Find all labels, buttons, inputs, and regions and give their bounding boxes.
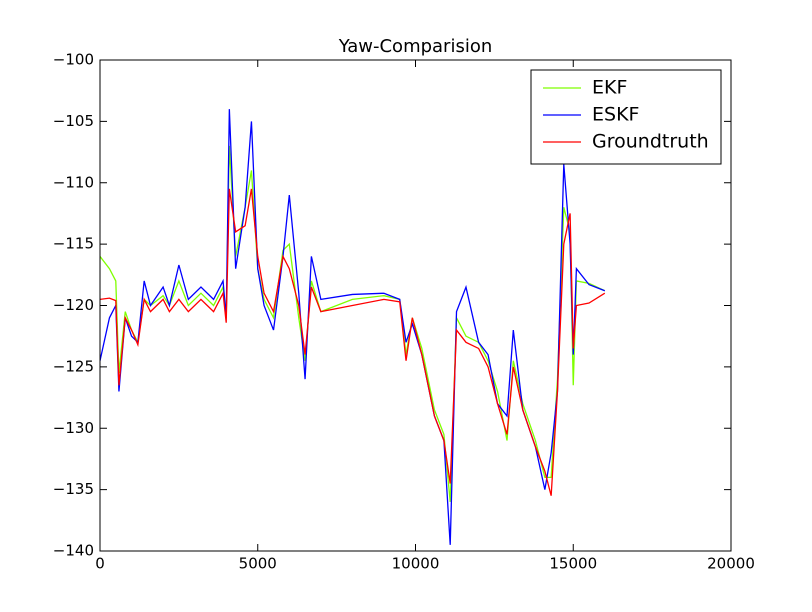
y-tick-label: −100 <box>53 51 94 69</box>
legend-label: ESKF <box>592 104 639 126</box>
y-tick-label: −110 <box>53 173 94 191</box>
series-line <box>100 188 606 496</box>
y-tick-label: −115 <box>53 235 94 253</box>
series-line <box>100 109 606 545</box>
legend-box <box>530 69 722 165</box>
x-tick-label: 15000 <box>549 555 597 573</box>
legend-label: EKF <box>592 77 627 99</box>
y-tick-label: −125 <box>53 357 94 375</box>
chart-title: Yaw-Comparision <box>338 36 493 57</box>
y-tick-label: −120 <box>53 296 94 314</box>
x-tick-label: 0 <box>95 555 105 573</box>
x-tick-label: 5000 <box>239 555 277 573</box>
legend-label: Groundtruth <box>592 131 709 153</box>
y-tick-label: −105 <box>53 112 94 130</box>
y-tick-label: −130 <box>53 419 94 437</box>
x-tick-label: 10000 <box>392 555 440 573</box>
y-tick-label: −135 <box>53 480 94 498</box>
x-tick-label: 20000 <box>707 555 755 573</box>
series-line <box>100 145 606 502</box>
y-tick-label: −140 <box>53 542 94 560</box>
